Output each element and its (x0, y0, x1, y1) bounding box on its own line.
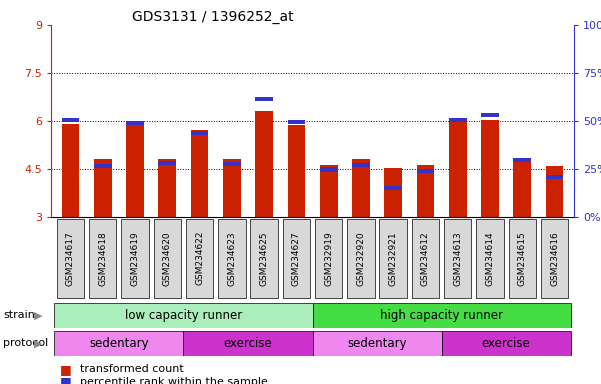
FancyBboxPatch shape (313, 303, 571, 328)
Bar (546, 166, 564, 217)
Text: ■: ■ (60, 363, 72, 376)
Bar (416, 165, 435, 217)
Bar (416, 169, 435, 173)
FancyBboxPatch shape (282, 219, 310, 298)
Text: sedentary: sedentary (89, 337, 148, 350)
Bar (159, 161, 176, 165)
Text: GSM234623: GSM234623 (227, 231, 236, 286)
FancyBboxPatch shape (183, 331, 313, 356)
Text: GSM234612: GSM234612 (421, 231, 430, 286)
FancyBboxPatch shape (442, 331, 571, 356)
Text: ■: ■ (60, 375, 72, 384)
Text: GSM234618: GSM234618 (98, 231, 107, 286)
FancyBboxPatch shape (379, 219, 407, 298)
FancyBboxPatch shape (444, 219, 471, 298)
FancyBboxPatch shape (313, 331, 442, 356)
Bar (61, 118, 79, 122)
Bar (94, 159, 112, 217)
Text: GSM234625: GSM234625 (260, 231, 269, 286)
FancyBboxPatch shape (186, 219, 213, 298)
Text: GSM234615: GSM234615 (518, 231, 527, 286)
Bar (546, 175, 564, 179)
Bar (481, 113, 499, 117)
Bar (481, 120, 499, 217)
Text: high capacity runner: high capacity runner (380, 309, 503, 322)
Bar (513, 158, 531, 162)
Text: GSM232919: GSM232919 (324, 231, 333, 286)
Bar (255, 111, 273, 217)
Bar (94, 164, 112, 168)
Bar (320, 165, 338, 217)
Text: GSM234616: GSM234616 (550, 231, 559, 286)
Bar (287, 120, 305, 124)
FancyBboxPatch shape (315, 219, 343, 298)
FancyBboxPatch shape (251, 219, 278, 298)
Text: protocol: protocol (3, 338, 48, 348)
Bar (352, 159, 370, 217)
Text: exercise: exercise (482, 337, 531, 350)
FancyBboxPatch shape (412, 219, 439, 298)
FancyBboxPatch shape (56, 219, 84, 298)
FancyBboxPatch shape (508, 219, 536, 298)
Bar (449, 118, 466, 122)
Text: exercise: exercise (224, 337, 272, 350)
Text: ▶: ▶ (34, 338, 43, 348)
Bar (352, 163, 370, 167)
Text: GSM234622: GSM234622 (195, 231, 204, 285)
Text: strain: strain (3, 310, 35, 320)
Bar (223, 159, 241, 217)
Bar (159, 159, 176, 217)
Text: GSM232920: GSM232920 (356, 231, 365, 286)
FancyBboxPatch shape (154, 219, 181, 298)
FancyBboxPatch shape (541, 219, 569, 298)
Bar (513, 159, 531, 217)
Bar (61, 124, 79, 217)
Text: GSM234614: GSM234614 (486, 231, 495, 286)
Text: GSM234627: GSM234627 (292, 231, 301, 286)
Bar (126, 121, 144, 125)
Text: GDS3131 / 1396252_at: GDS3131 / 1396252_at (132, 10, 294, 23)
Bar (191, 131, 209, 135)
Text: GSM234619: GSM234619 (130, 231, 139, 286)
FancyBboxPatch shape (218, 219, 246, 298)
Text: low capacity runner: low capacity runner (125, 309, 242, 322)
Bar (384, 185, 402, 190)
FancyBboxPatch shape (477, 219, 504, 298)
Text: sedentary: sedentary (347, 337, 407, 350)
Text: GSM234620: GSM234620 (163, 231, 172, 286)
Text: transformed count: transformed count (80, 364, 184, 374)
Text: percentile rank within the sample: percentile rank within the sample (80, 377, 268, 384)
FancyBboxPatch shape (54, 303, 313, 328)
FancyBboxPatch shape (54, 331, 183, 356)
Bar (287, 125, 305, 217)
Text: GSM232921: GSM232921 (389, 231, 398, 286)
Bar (384, 168, 402, 217)
FancyBboxPatch shape (89, 219, 117, 298)
Bar (320, 167, 338, 172)
Bar (449, 122, 466, 217)
FancyBboxPatch shape (121, 219, 148, 298)
Bar (191, 130, 209, 217)
FancyBboxPatch shape (347, 219, 374, 298)
Text: ▶: ▶ (34, 310, 43, 320)
Bar (255, 97, 273, 101)
Bar (223, 162, 241, 166)
Text: GSM234613: GSM234613 (453, 231, 462, 286)
Text: GSM234617: GSM234617 (66, 231, 75, 286)
Bar (126, 125, 144, 217)
